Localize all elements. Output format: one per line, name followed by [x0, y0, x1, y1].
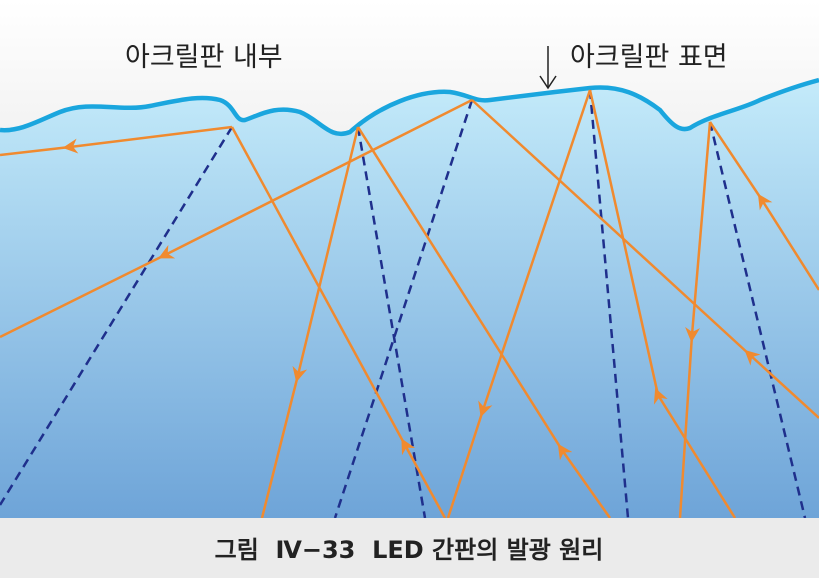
normal — [588, 89, 630, 519]
ray — [708, 121, 819, 291]
ray — [260, 126, 360, 519]
pointer-head — [539, 75, 557, 90]
ray — [446, 89, 592, 519]
ray — [0, 98, 473, 339]
caption: 그림 Ⅳ−33 LED 간판의 발광 원리 — [215, 536, 604, 564]
surface-line — [0, 77, 819, 136]
ray — [230, 126, 447, 519]
ray — [678, 121, 712, 519]
normal — [333, 99, 474, 519]
inside-label: 아크릴판 내부 — [125, 42, 283, 73]
ray — [356, 126, 612, 519]
surface-pointer — [539, 46, 557, 90]
acrylic — [0, 80, 819, 518]
ray — [588, 89, 737, 519]
light-rays — [0, 89, 819, 519]
caption-bar — [0, 518, 819, 578]
surface-label: 아크릴판 표면 — [570, 42, 728, 73]
ray — [471, 99, 819, 419]
normal — [708, 121, 807, 519]
ray — [0, 125, 233, 157]
